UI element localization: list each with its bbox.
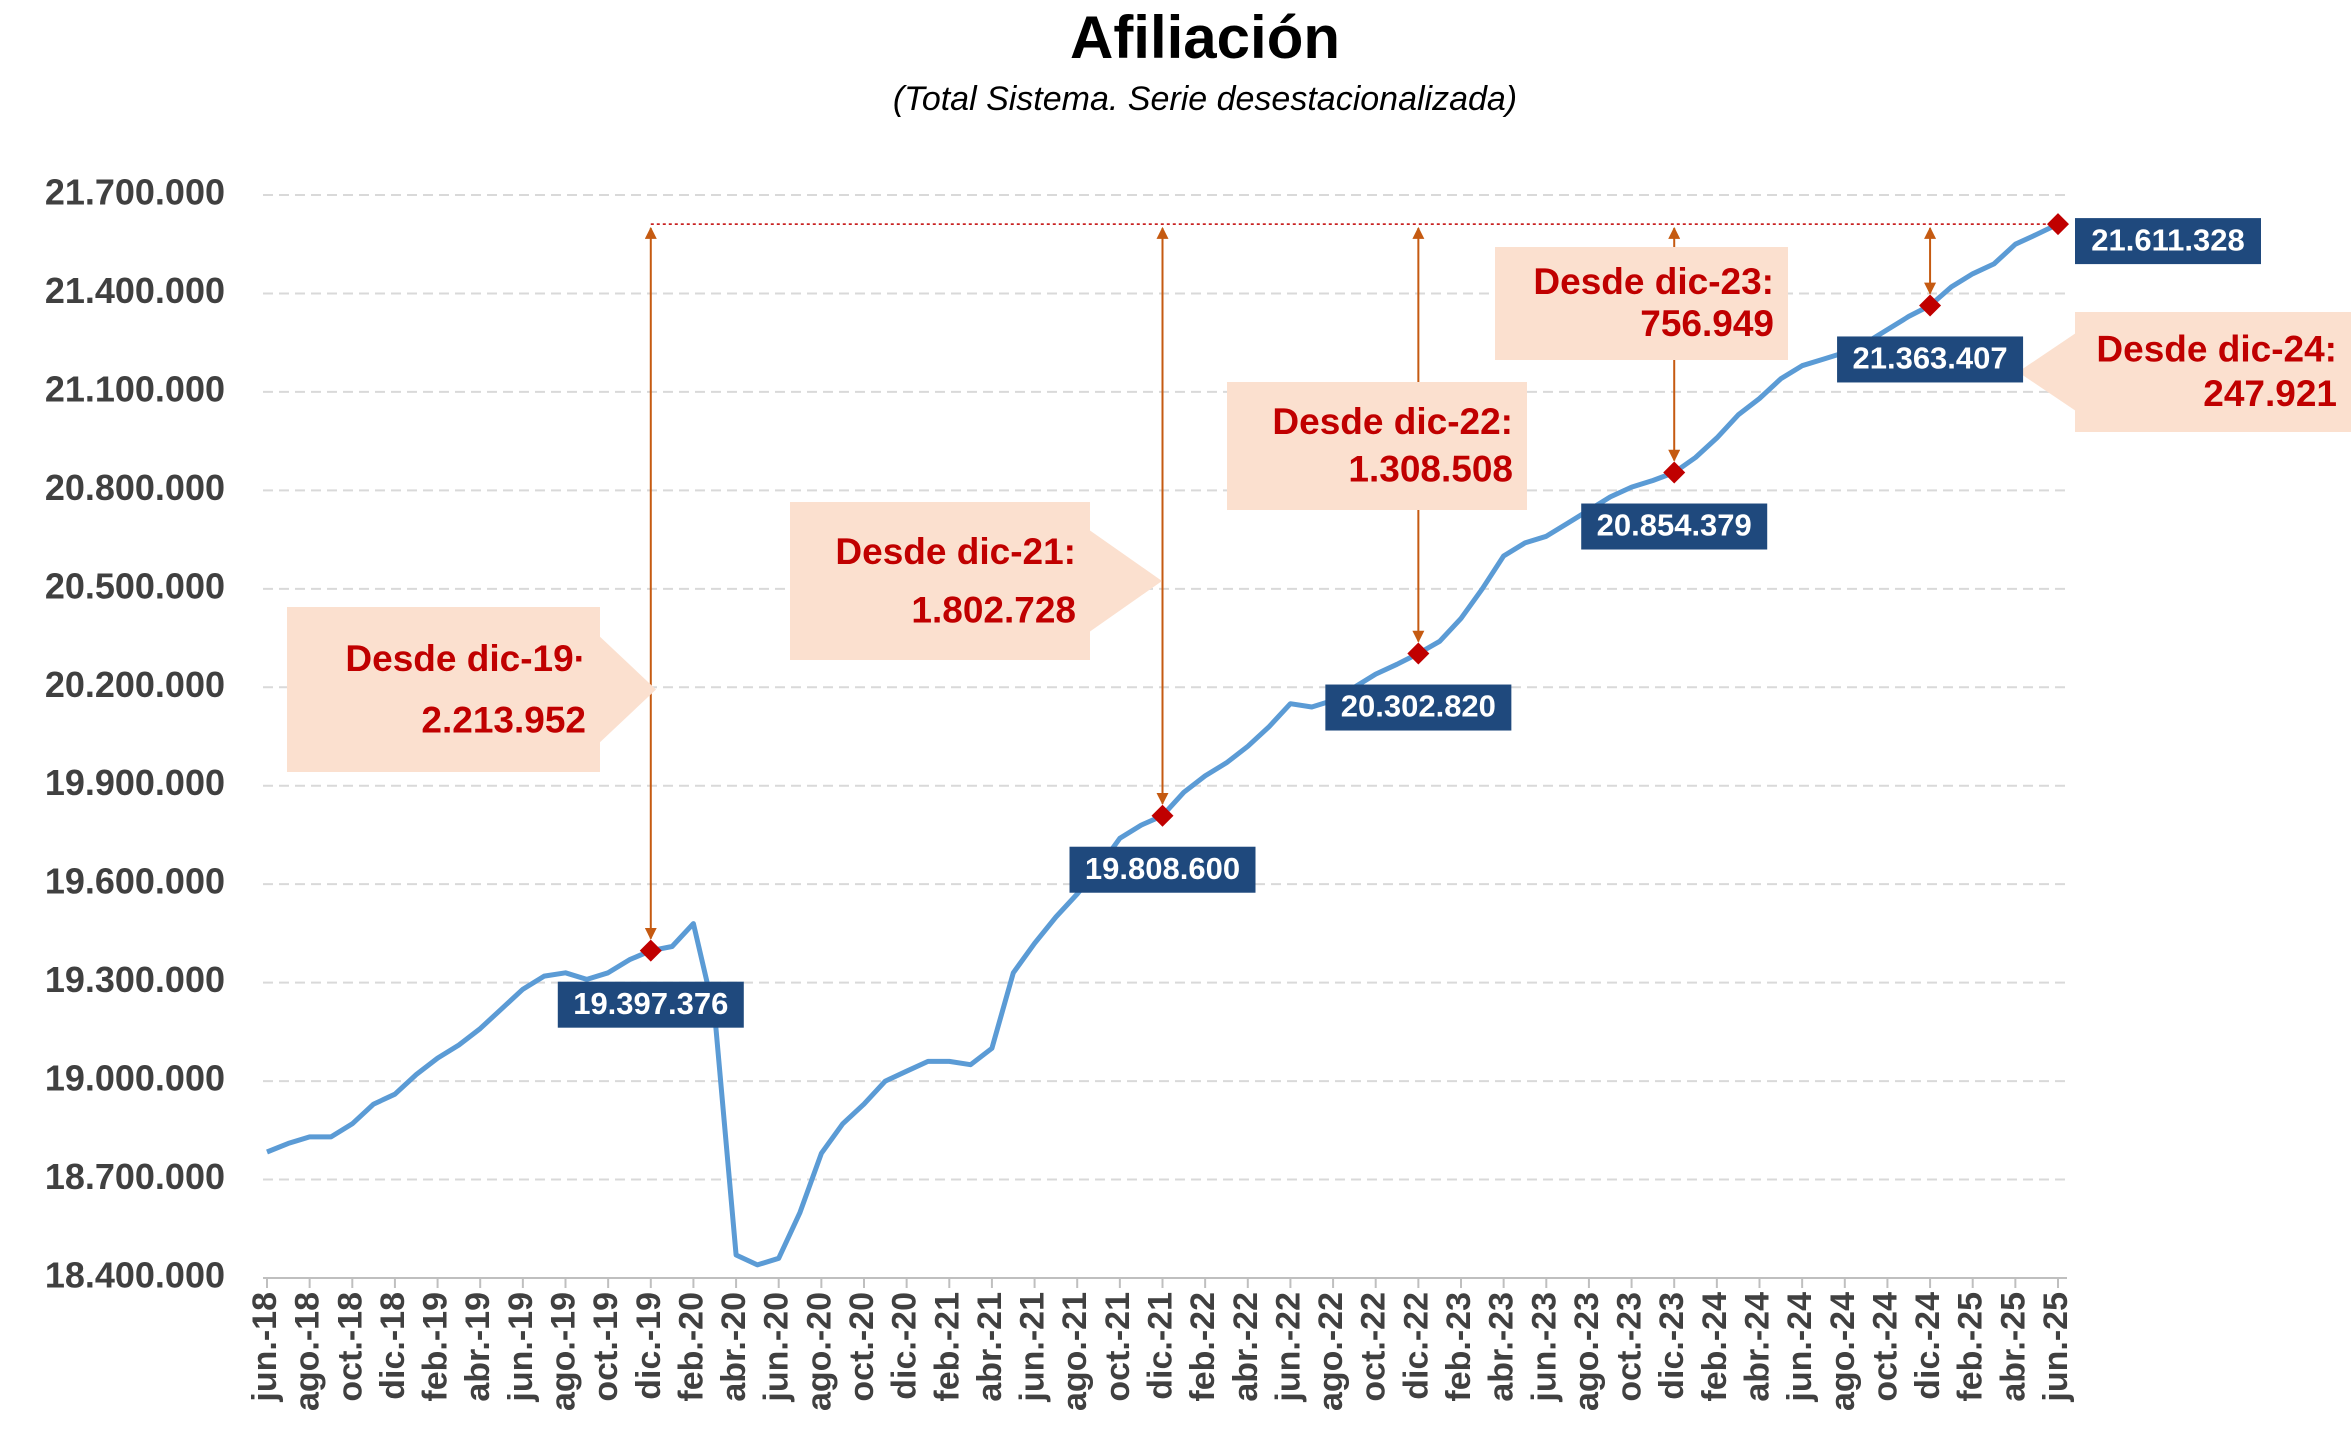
x-tick-label: jun.-20 xyxy=(758,1292,796,1403)
x-tick-label: jun.-25 xyxy=(2037,1292,2075,1403)
x-tick-label: ago.-22 xyxy=(1312,1292,1350,1411)
data-label-box xyxy=(1837,336,2024,383)
y-tick-label: 19.300.000 xyxy=(45,959,225,1000)
y-tick-label: 21.400.000 xyxy=(45,270,225,311)
x-tick-label: oct.-20 xyxy=(843,1292,881,1402)
x-tick-label: jun.-18 xyxy=(246,1292,284,1403)
y-tick-label: 19.600.000 xyxy=(45,861,225,902)
x-tick-label: feb.-22 xyxy=(1184,1292,1222,1402)
callout-value: 756.949 xyxy=(1640,303,1774,344)
callout-box xyxy=(1495,247,1788,360)
x-tick-label: dic.-21 xyxy=(1141,1292,1179,1400)
callout-value: 1.308.508 xyxy=(1348,448,1513,489)
point-marker xyxy=(1663,461,1686,484)
x-tick-label: dic.-20 xyxy=(886,1292,924,1400)
x-tick-label: abr.-23 xyxy=(1483,1292,1521,1402)
x-tick-label: feb.-23 xyxy=(1440,1292,1478,1402)
chart-subtitle: (Total Sistema. Serie desestacionalizada… xyxy=(893,80,1517,118)
x-tick-label: ago.-24 xyxy=(1824,1292,1862,1411)
callout-text: Desde dic-23: xyxy=(1533,261,1774,302)
y-tick-label: 19.900.000 xyxy=(45,762,225,803)
x-tick-label: jun.-24 xyxy=(1781,1292,1819,1403)
x-tick-label: oct.-19 xyxy=(587,1292,625,1402)
callout-value: 2.213.952 xyxy=(421,699,586,740)
data-label-box xyxy=(1325,684,1512,731)
data-label-box xyxy=(557,981,744,1028)
data-label-box xyxy=(1069,846,1256,893)
x-tick-label: feb.-25 xyxy=(1952,1292,1990,1402)
x-tick-label: feb.-24 xyxy=(1696,1292,1734,1402)
data-label: 19.397.376 xyxy=(573,986,728,1021)
callout-pointer xyxy=(1090,530,1162,632)
x-tick-label: feb.-21 xyxy=(928,1292,966,1402)
point-marker xyxy=(1151,804,1174,827)
data-label-box xyxy=(1581,503,1768,550)
x-tick-label: dic.-23 xyxy=(1653,1292,1691,1400)
point-marker xyxy=(639,939,662,962)
x-tick-label: feb.-19 xyxy=(417,1292,455,1402)
x-tick-label: dic.-22 xyxy=(1397,1292,1435,1400)
x-tick-label: oct.-23 xyxy=(1611,1292,1649,1402)
y-tick-label: 21.700.000 xyxy=(45,172,225,213)
y-tick-label: 18.700.000 xyxy=(45,1156,225,1197)
x-tick-label: jun.-19 xyxy=(502,1292,540,1403)
point-marker xyxy=(1919,294,1942,317)
callout-pointer xyxy=(600,636,656,743)
callout-box xyxy=(1227,382,1527,510)
point-marker xyxy=(2047,213,2069,236)
x-tick-label: feb.-20 xyxy=(672,1292,710,1402)
x-tick-label: oct.-21 xyxy=(1099,1292,1137,1402)
x-tick-label: jun.-22 xyxy=(1269,1292,1307,1403)
data-label: 21.363.407 xyxy=(1852,341,2007,376)
callout-text: Desde dic-19· xyxy=(345,638,586,679)
data-label: 19.808.600 xyxy=(1085,851,1240,886)
callout-value: 1.802.728 xyxy=(911,589,1076,630)
callout-text: Desde dic-21: xyxy=(835,531,1076,572)
x-tick-label: abr.-20 xyxy=(715,1292,753,1402)
y-tick-label: 20.800.000 xyxy=(45,467,225,508)
callout-box xyxy=(287,607,600,772)
chart-title: Afiliación xyxy=(1070,4,1340,71)
x-tick-label: abr.-25 xyxy=(1994,1292,2032,1402)
data-label: 20.302.820 xyxy=(1341,689,1496,724)
x-tick-label: oct.-22 xyxy=(1355,1292,1393,1402)
callout-pointer xyxy=(2018,333,2075,411)
data-label-box xyxy=(2075,218,2261,265)
x-tick-label: oct.-18 xyxy=(331,1292,369,1402)
x-tick-label: dic.-18 xyxy=(374,1292,412,1400)
x-tick-label: ago.-23 xyxy=(1568,1292,1606,1411)
callout-box xyxy=(790,502,1090,660)
data-label: 21.611.328 xyxy=(2091,222,2244,257)
x-tick-label: jun.-23 xyxy=(1525,1292,1563,1403)
x-tick-label: ago.-19 xyxy=(544,1292,582,1411)
y-tick-label: 21.100.000 xyxy=(45,368,225,409)
y-tick-label: 20.500.000 xyxy=(45,565,225,606)
x-tick-label: abr.-21 xyxy=(971,1292,1009,1402)
x-tick-label: abr.-24 xyxy=(1738,1292,1776,1402)
callout-value: 247.921 xyxy=(2203,373,2337,414)
x-tick-label: abr.-22 xyxy=(1227,1292,1265,1402)
callout-box xyxy=(2075,312,2351,432)
y-tick-label: 18.400.000 xyxy=(45,1255,225,1296)
x-tick-label: ago.-20 xyxy=(800,1292,838,1411)
x-tick-label: abr.-19 xyxy=(459,1292,497,1402)
x-tick-label: oct.-24 xyxy=(1866,1292,1904,1402)
x-tick-label: ago.-18 xyxy=(289,1292,327,1411)
x-tick-label: dic.-19 xyxy=(630,1292,668,1400)
data-label: 20.854.379 xyxy=(1597,508,1752,543)
x-tick-label: jun.-21 xyxy=(1014,1292,1052,1403)
y-tick-label: 20.200.000 xyxy=(45,664,225,705)
x-tick-label: ago.-21 xyxy=(1056,1292,1094,1411)
y-tick-label: 19.000.000 xyxy=(45,1058,225,1099)
point-marker xyxy=(1407,642,1430,665)
x-tick-label: dic.-24 xyxy=(1909,1292,1947,1400)
callout-text: Desde dic-24: xyxy=(2096,328,2337,369)
callout-text: Desde dic-22: xyxy=(1272,401,1513,442)
